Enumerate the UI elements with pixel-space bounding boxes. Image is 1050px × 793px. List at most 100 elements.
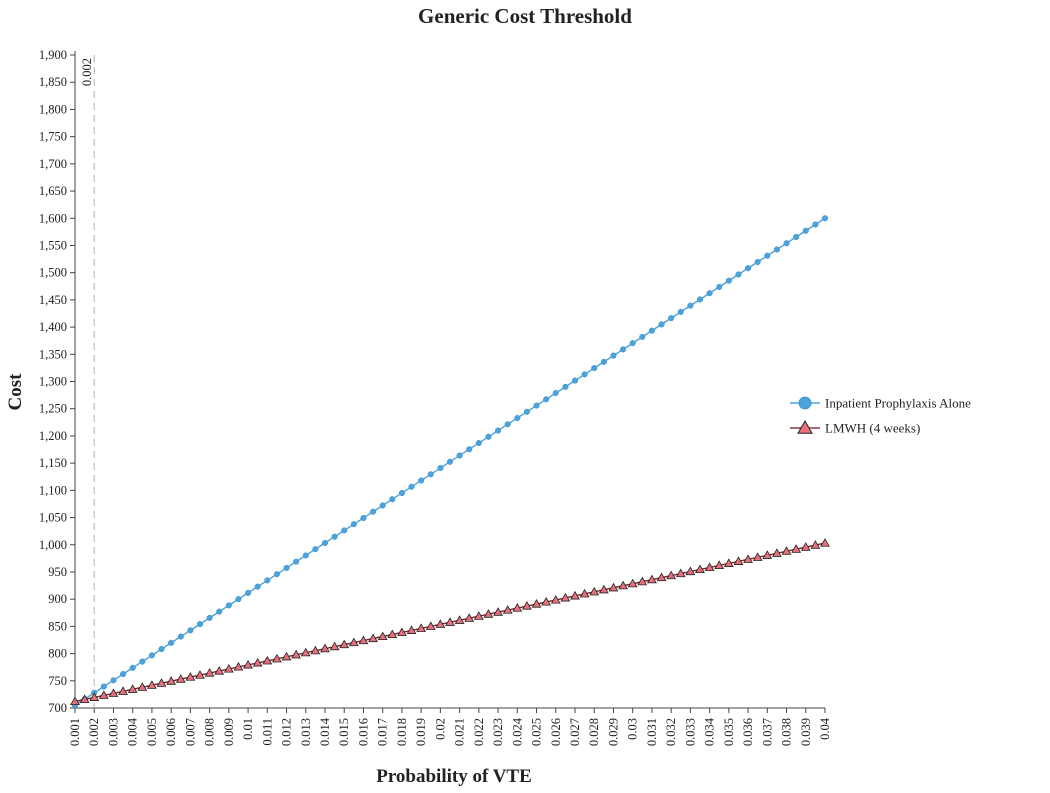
data-point (245, 589, 252, 596)
x-tick-label: 0.025 (530, 718, 544, 746)
data-point (647, 574, 657, 584)
data-point (754, 258, 761, 266)
data-point (293, 558, 300, 565)
data-point (358, 635, 369, 645)
legend: Inpatient Prophylaxis Alone LMWH (4 weeks… (790, 396, 971, 436)
legend-label: Inpatient Prophylaxis Alone (825, 396, 971, 411)
data-point (168, 639, 175, 646)
data-point (98, 690, 109, 699)
data-point (425, 621, 436, 630)
data-point (687, 302, 694, 309)
y-tick-label: 1,000 (39, 538, 67, 552)
data-point (435, 619, 446, 628)
data-point (464, 613, 475, 622)
data-point (512, 603, 523, 612)
data-point (562, 383, 569, 390)
data-point (560, 592, 571, 602)
data-point (821, 215, 829, 222)
y-tick-label: 1,550 (39, 238, 67, 252)
x-tick-label: 0.012 (280, 718, 294, 746)
data-point (668, 315, 675, 322)
data-point (783, 240, 790, 247)
data-point (70, 696, 80, 706)
y-tick-label: 800 (48, 647, 67, 661)
y-tick-label: 1,700 (39, 157, 67, 171)
data-point (637, 576, 648, 586)
data-point (504, 421, 511, 428)
x-tick-label: 0.008 (203, 718, 217, 746)
y-tick-label: 1,600 (39, 211, 67, 225)
x-tick-label: 0.028 (587, 718, 601, 746)
data-point (666, 570, 677, 580)
data-point (502, 605, 513, 614)
y-tick-label: 1,200 (39, 429, 67, 443)
x-tick-label: 0.009 (222, 718, 236, 746)
data-point (716, 283, 723, 290)
data-point (589, 586, 600, 596)
data-point (148, 652, 155, 659)
data-point (543, 396, 550, 403)
x-tick-label: 0.024 (510, 717, 524, 746)
data-point (781, 546, 792, 555)
data-point (379, 502, 386, 509)
x-tick-label: 0.029 (606, 718, 620, 746)
data-point (418, 477, 425, 484)
data-point (793, 233, 800, 241)
data-point (810, 540, 821, 549)
data-point (533, 402, 540, 409)
data-point (389, 496, 396, 503)
data-point (581, 371, 588, 378)
x-tick-label: 0.035 (722, 718, 736, 746)
data-point (523, 408, 530, 415)
y-tick-label: 1,400 (39, 320, 67, 334)
x-tick-label: 0.022 (472, 718, 486, 746)
data-point (281, 651, 292, 661)
data-point (118, 686, 128, 695)
legend-triangle-icon (797, 419, 813, 434)
data-point (79, 694, 90, 703)
data-point (89, 692, 100, 701)
y-tick-label: 900 (48, 592, 67, 606)
y-tick-label: 1,500 (39, 266, 67, 280)
x-tick-label: 0.034 (703, 717, 717, 746)
data-point (656, 572, 667, 582)
y-tick-label: 1,350 (39, 347, 67, 361)
data-point (350, 521, 357, 528)
data-point (243, 659, 253, 669)
y-tick-label: 1,800 (39, 102, 67, 116)
data-point (427, 471, 434, 478)
data-point (348, 637, 359, 647)
x-tick-label: 0.005 (145, 718, 159, 746)
y-tick-label: 1,450 (39, 293, 67, 307)
y-tick-label: 1,100 (39, 483, 67, 497)
data-point (627, 578, 638, 588)
data-point (677, 308, 684, 315)
data-point (254, 583, 261, 590)
data-point (772, 548, 782, 557)
data-point (514, 415, 521, 422)
data-point (416, 623, 427, 632)
data-point (120, 671, 127, 678)
data-point (456, 452, 463, 459)
data-point (129, 664, 136, 671)
data-point (820, 538, 830, 547)
data-point (320, 643, 330, 653)
y-tick-label: 1,750 (39, 130, 67, 144)
data-point (608, 582, 619, 592)
data-point (370, 508, 377, 515)
y-tick-label: 1,900 (39, 48, 67, 62)
data-point (408, 483, 415, 490)
x-tick-label: 0.018 (395, 718, 409, 746)
data-point (252, 657, 263, 667)
data-point (264, 577, 271, 584)
data-point (235, 596, 242, 603)
data-point (262, 655, 273, 665)
data-point (206, 614, 213, 621)
data-point (158, 646, 165, 653)
data-point (310, 645, 321, 655)
x-tick-label: 0.036 (741, 718, 755, 746)
data-point (725, 277, 732, 284)
data-point (291, 649, 302, 659)
data-point (675, 568, 686, 578)
x-tick-label: 0.017 (376, 718, 390, 746)
